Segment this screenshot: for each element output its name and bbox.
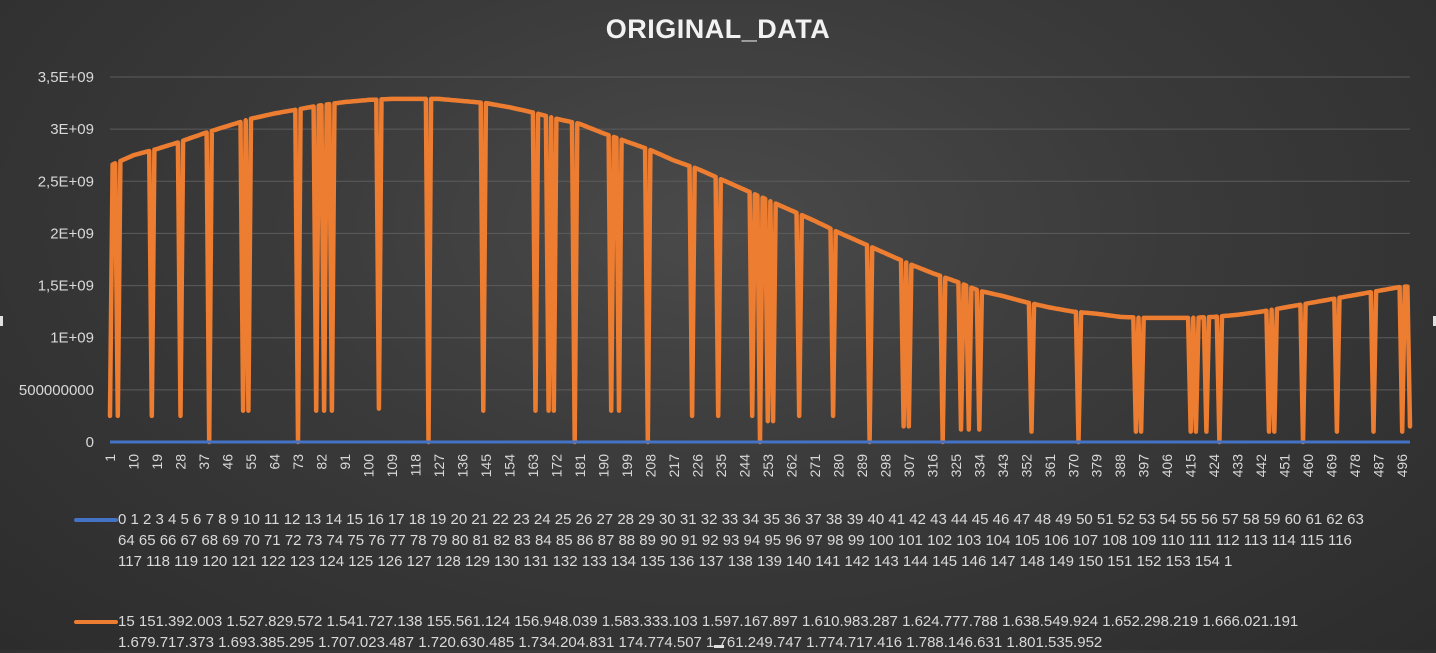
x-tick-label: 154 <box>501 454 517 478</box>
x-tick-label: 190 <box>595 454 611 478</box>
x-tick-label: 361 <box>1042 454 1058 478</box>
x-tick-label: 469 <box>1324 454 1340 478</box>
legend-swatch-orange <box>74 620 118 624</box>
x-tick-label: 352 <box>1018 454 1034 478</box>
chart-title: ORIGINAL_DATA <box>605 14 831 44</box>
series-lines <box>107 96 1413 445</box>
y-tick-label: 1E+09 <box>50 330 94 347</box>
left-resize-handle[interactable] <box>0 316 3 326</box>
x-tick-label: 118 <box>407 454 423 477</box>
x-tick-label: 10 <box>125 454 141 470</box>
x-tick-label: 244 <box>736 454 752 478</box>
x-tick-label: 496 <box>1394 454 1410 478</box>
x-tick-label: 19 <box>149 454 165 470</box>
x-tick-label: 73 <box>290 454 306 470</box>
x-tick-label: 325 <box>948 454 964 478</box>
x-tick-label: 172 <box>548 454 564 478</box>
x-axis-ticks: 1 10 19 28 37 46 55 64 73 82 91 100 109 118 127 136 145 1… <box>102 454 1410 478</box>
x-tick-label: 334 <box>971 454 987 478</box>
x-tick-label: 136 <box>454 454 470 478</box>
right-resize-handle[interactable] <box>1433 316 1436 326</box>
x-tick-label: 181 <box>572 454 588 478</box>
y-tick-label: 3,5E+09 <box>38 69 94 86</box>
x-tick-label: 388 <box>1112 454 1128 478</box>
y-tick-label: 500000000 <box>19 382 94 399</box>
x-tick-label: 451 <box>1277 454 1293 478</box>
y-tick-label: 0 <box>86 434 94 451</box>
x-tick-label: 37 <box>196 454 212 470</box>
x-tick-label: 199 <box>619 454 635 478</box>
x-tick-label: 460 <box>1300 454 1316 478</box>
x-tick-label: 145 <box>478 454 494 478</box>
x-tick-label: 46 <box>219 454 235 470</box>
x-tick-label: 91 <box>337 454 353 470</box>
x-tick-label: 397 <box>1136 454 1152 478</box>
x-tick-label: 307 <box>901 454 917 478</box>
x-tick-label: 424 <box>1206 454 1222 478</box>
x-tick-label: 208 <box>642 454 658 478</box>
legend-label-blue: 0 1 2 3 4 5 6 7 8 9 10 11 12 13 14 15 16… <box>118 511 1364 570</box>
x-tick-label: 478 <box>1347 454 1363 478</box>
bottom-resize-handle[interactable] <box>714 645 724 648</box>
y-tick-label: 2,5E+09 <box>38 173 94 190</box>
y-tick-label: 2E+09 <box>50 225 94 242</box>
x-tick-label: 28 <box>172 454 188 470</box>
x-tick-label: 415 <box>1183 454 1199 478</box>
x-tick-label: 289 <box>854 454 870 478</box>
legend-swatch-blue <box>74 518 118 522</box>
x-tick-label: 487 <box>1371 454 1387 478</box>
x-tick-label: 64 <box>266 454 282 470</box>
x-tick-label: 271 <box>807 454 823 478</box>
y-axis-ticks: 0 500000000 1E+09 1,5E+09 2E+09 2,5E+09 3E+09 3… <box>19 69 94 451</box>
x-tick-label: 100 <box>360 454 376 478</box>
series-line-orange <box>107 96 1413 445</box>
x-tick-label: 55 <box>243 454 259 470</box>
x-tick-label: 127 <box>431 454 447 478</box>
x-tick-label: 262 <box>783 454 799 478</box>
x-tick-label: 433 <box>1230 454 1246 478</box>
x-tick-label: 298 <box>877 454 893 478</box>
legend-label-orange: 15 151.392.003 1.527.829.572 1.541.727.1… <box>118 613 1299 651</box>
x-tick-label: 343 <box>995 454 1011 478</box>
x-tick-label: 379 <box>1089 454 1105 478</box>
x-tick-label: 442 <box>1253 454 1269 478</box>
x-tick-label: 370 <box>1065 454 1081 478</box>
x-tick-label: 82 <box>313 454 329 470</box>
x-tick-label: 235 <box>713 454 729 478</box>
x-tick-label: 163 <box>525 454 541 478</box>
x-tick-label: 253 <box>760 454 776 478</box>
x-tick-label: 316 <box>924 454 940 478</box>
x-tick-label: 406 <box>1159 454 1175 478</box>
x-tick-label: 217 <box>666 454 682 478</box>
y-tick-label: 1,5E+09 <box>38 278 94 295</box>
x-tick-label: 109 <box>384 454 400 478</box>
x-tick-label: 280 <box>830 454 846 478</box>
x-tick-label: 226 <box>689 454 705 478</box>
y-tick-label: 3E+09 <box>50 121 94 138</box>
x-tick-label: 1 <box>102 454 118 462</box>
